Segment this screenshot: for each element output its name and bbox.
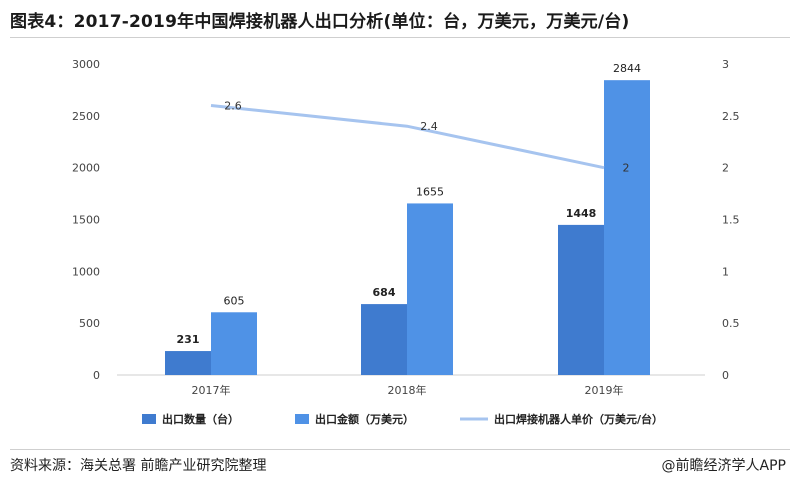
right-axis: 0 0.5 1 1.5 2 2.5 3 bbox=[722, 58, 740, 382]
left-tick-label: 3000 bbox=[72, 58, 100, 71]
bar-quantity-label: 231 bbox=[177, 333, 200, 346]
bar-amount bbox=[604, 80, 650, 375]
left-tick-label: 500 bbox=[79, 317, 100, 330]
bar-quantity-label: 1448 bbox=[566, 207, 597, 220]
legend-swatch-quantity bbox=[142, 414, 156, 424]
right-tick-label: 1.5 bbox=[722, 214, 740, 227]
bar-amount-label: 605 bbox=[224, 294, 245, 307]
right-tick-label: 1 bbox=[722, 265, 729, 278]
bar-amount bbox=[211, 312, 257, 375]
line-point-label: 2.6 bbox=[224, 99, 242, 112]
right-tick-label: 2 bbox=[722, 162, 729, 175]
right-tick-label: 3 bbox=[722, 58, 729, 71]
title-divider bbox=[10, 37, 790, 38]
right-tick-label: 0 bbox=[722, 369, 729, 382]
legend-label-unit-price: 出口焊接机器人单价（万美元/台） bbox=[494, 412, 663, 426]
credit-note: @前瞻经济学人APP bbox=[661, 458, 786, 474]
legend-swatch-amount bbox=[295, 414, 309, 424]
legend: 出口数量（台） 出口金额（万美元） 出口焊接机器人单价（万美元/台） bbox=[142, 412, 663, 426]
right-tick-label: 0.5 bbox=[722, 317, 740, 330]
source-note: 资料来源：海关总署 前瞻产业研究院整理 bbox=[10, 458, 267, 474]
bar-amount-label: 2844 bbox=[613, 62, 641, 75]
x-axis: 2017年 2018年 2019年 bbox=[192, 383, 624, 397]
line-unit-price bbox=[210, 103, 605, 170]
bar-quantity bbox=[165, 351, 211, 375]
footer-divider bbox=[10, 449, 790, 450]
left-axis: 0 500 1000 1500 2000 2500 3000 bbox=[72, 58, 100, 382]
bar-quantity bbox=[558, 224, 604, 375]
left-tick-label: 0 bbox=[93, 369, 100, 382]
bar-quantity bbox=[361, 304, 407, 375]
left-tick-label: 1500 bbox=[72, 214, 100, 227]
bar-amount-label: 1655 bbox=[416, 185, 444, 198]
left-tick-label: 2000 bbox=[72, 162, 100, 175]
left-tick-label: 2500 bbox=[72, 110, 100, 123]
bar-amount bbox=[407, 203, 453, 375]
legend-label-quantity: 出口数量（台） bbox=[162, 412, 239, 426]
bar-quantity-label: 684 bbox=[373, 286, 396, 299]
line-series: 2.6 2.4 2 bbox=[210, 99, 630, 175]
x-tick-label: 2017年 bbox=[192, 383, 231, 397]
bar-series: 231 605 684 1655 1448 2844 bbox=[165, 62, 650, 375]
chart-title: 图表4：2017-2019年中国焊接机器人出口分析(单位：台，万美元，万美元/台… bbox=[10, 12, 630, 32]
left-tick-label: 1000 bbox=[72, 265, 100, 278]
x-tick-label: 2019年 bbox=[585, 383, 624, 397]
x-tick-label: 2018年 bbox=[388, 383, 427, 397]
line-point-label: 2.4 bbox=[420, 120, 438, 133]
line-point-label: 2 bbox=[623, 162, 630, 175]
right-tick-label: 2.5 bbox=[722, 110, 740, 123]
legend-label-amount: 出口金额（万美元） bbox=[315, 412, 414, 426]
